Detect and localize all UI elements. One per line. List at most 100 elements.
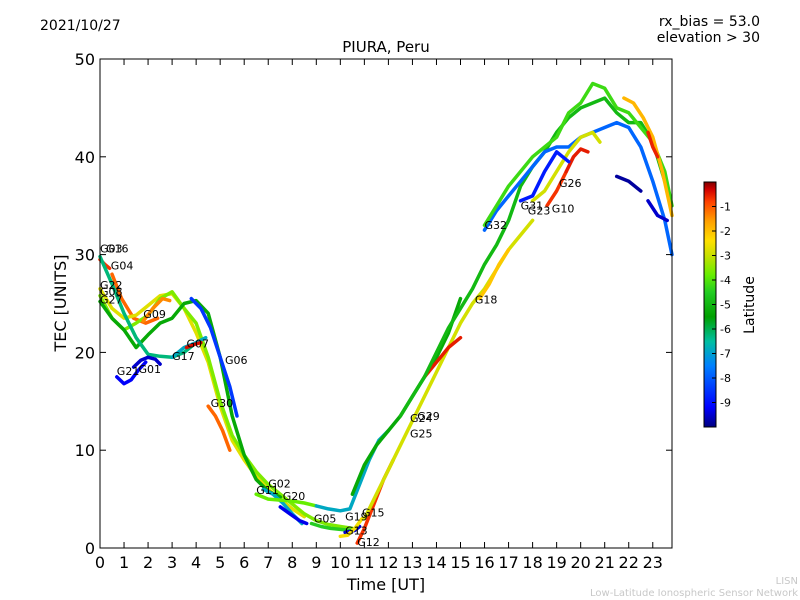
- satellite-label-g27: G27: [100, 294, 123, 307]
- y-axis-label: TEC [UNITS]: [51, 255, 70, 353]
- series-line-g30: [206, 404, 232, 452]
- satellite-label-g21: G21: [117, 365, 140, 378]
- series-line-g11: [254, 492, 319, 508]
- series-line-g03: [98, 254, 198, 360]
- x-tick-label: 10: [330, 553, 350, 572]
- x-tick-label: 4: [191, 553, 201, 572]
- satellite-label-g20: G20: [283, 490, 306, 503]
- x-tick-label: 22: [619, 553, 639, 572]
- x-tick-label: 14: [426, 553, 446, 572]
- series-line-g35: [646, 199, 669, 223]
- x-tick-label: 17: [498, 553, 518, 572]
- colorbar-tick-label: -2: [720, 225, 731, 238]
- satellite-label-g23: G23: [528, 205, 551, 218]
- x-axis-label: Time [UT]: [346, 575, 425, 594]
- colorbar-tick-label: -1: [720, 201, 731, 214]
- colorbar-tick-label: -6: [720, 323, 731, 336]
- series-line-g28: [530, 130, 602, 203]
- satellite-label-g15: G15: [362, 507, 385, 520]
- series-line-g07: [184, 340, 203, 350]
- chart-title: PIURA, Peru: [342, 38, 429, 56]
- series-line-g34: [614, 174, 643, 193]
- rx-bias-label: rx_bias = 53.0: [658, 14, 760, 30]
- footer-network: Low-Latitude Ionospheric Sensor Network: [590, 588, 798, 599]
- satellite-label-g13: G13: [345, 524, 368, 537]
- colorbar-tick-label: -3: [720, 250, 731, 263]
- x-tick-label: 16: [474, 553, 494, 572]
- x-tick-label: 9: [311, 553, 321, 572]
- series-line-g10: [545, 169, 569, 208]
- x-tick-label: 7: [263, 553, 273, 572]
- x-tick-label: 13: [402, 553, 422, 572]
- satellite-label-g03: G03: [100, 243, 123, 256]
- colorbar-tick-label: -7: [720, 348, 731, 361]
- colorbar-ticks: -1 -2 -3 -4 -5 -6 -7 -8 -9: [712, 201, 731, 410]
- satellite-label-g04: G04: [111, 259, 134, 272]
- satellite-label-g08: G08: [100, 286, 123, 299]
- satellite-label-g11: G11: [256, 484, 279, 497]
- series-line-g21: [115, 360, 148, 386]
- satellite-label-g16: G16: [106, 243, 129, 256]
- satellite-label-g06: G06: [225, 354, 248, 367]
- series-layer: [98, 81, 674, 545]
- satellite-label-g30: G30: [211, 397, 234, 410]
- colorbar-tick-label: -5: [720, 299, 731, 312]
- y-tick-label: 50: [75, 50, 95, 69]
- x-tick-label: 5: [215, 553, 225, 572]
- satellite-label-g12: G12: [357, 536, 380, 549]
- x-tick-label: 15: [450, 553, 470, 572]
- axis-ticks: 0 1 2 3 4 5 6 7 8 9 10 11 12 13 14 15 16 17 18 19 20 21 22 2301…: [75, 50, 672, 572]
- series-line-g13: [338, 516, 364, 539]
- y-tick-label: 10: [75, 441, 95, 460]
- x-tick-label: 0: [95, 553, 105, 572]
- series-line-g27: [98, 298, 283, 499]
- x-tick-label: 20: [570, 553, 590, 572]
- satellite-label-g29: G29: [417, 410, 440, 423]
- satellite-label-g17: G17: [172, 350, 195, 363]
- satellite-label-g24: G24: [410, 412, 433, 425]
- y-tick-label: 40: [75, 148, 95, 167]
- colorbar-tick-label: -9: [720, 397, 731, 410]
- series-line-g05: [309, 521, 352, 533]
- satellite-label-g10: G10: [552, 203, 575, 216]
- satellite-label-g02: G02: [268, 477, 291, 490]
- series-line-g06: [189, 296, 239, 418]
- x-tick-label: 12: [378, 553, 398, 572]
- elevation-label: elevation > 30: [656, 30, 760, 46]
- satellite-label-g26: G26: [559, 177, 582, 190]
- y-tick-label: 30: [75, 246, 95, 265]
- x-tick-label: 23: [643, 553, 663, 572]
- series-line-g26: [564, 147, 590, 174]
- series-line-g20: [278, 505, 309, 526]
- x-tick-label: 1: [119, 553, 129, 572]
- series-line-g29: [422, 335, 463, 379]
- series-line-g14: [622, 96, 674, 218]
- satellite-label-g32: G32: [485, 219, 508, 232]
- series-line-g09: [141, 296, 172, 323]
- x-tick-label: 21: [595, 553, 615, 572]
- date-label: 2021/10/27: [40, 18, 121, 34]
- series-line-g08: [98, 290, 355, 531]
- plot-frame: [99, 58, 673, 549]
- satellite-label-g18: G18: [475, 294, 498, 307]
- satellite-label-g01: G01: [139, 363, 162, 376]
- y-tick-label: 20: [75, 343, 95, 362]
- colorbar-label: Latitude: [742, 276, 758, 334]
- colorbar-tick-label: -4: [720, 274, 731, 287]
- satellite-label-g31: G31: [521, 200, 544, 213]
- colorbar-tick-label: -8: [720, 372, 731, 385]
- series-line-g23: [482, 81, 674, 228]
- footer-lisn: LISN: [775, 576, 798, 587]
- x-tick-label: 6: [239, 553, 249, 572]
- series-line-g01: [131, 355, 162, 369]
- y-tick-label: 0: [85, 539, 95, 558]
- satellite-label-g09: G09: [143, 308, 166, 321]
- x-tick-label: 19: [546, 553, 566, 572]
- x-tick-label: 18: [522, 553, 542, 572]
- series-line-g04: [110, 272, 160, 325]
- satellite-label-g05: G05: [314, 513, 337, 526]
- x-tick-label: 8: [287, 553, 297, 572]
- x-tick-label: 3: [167, 553, 177, 572]
